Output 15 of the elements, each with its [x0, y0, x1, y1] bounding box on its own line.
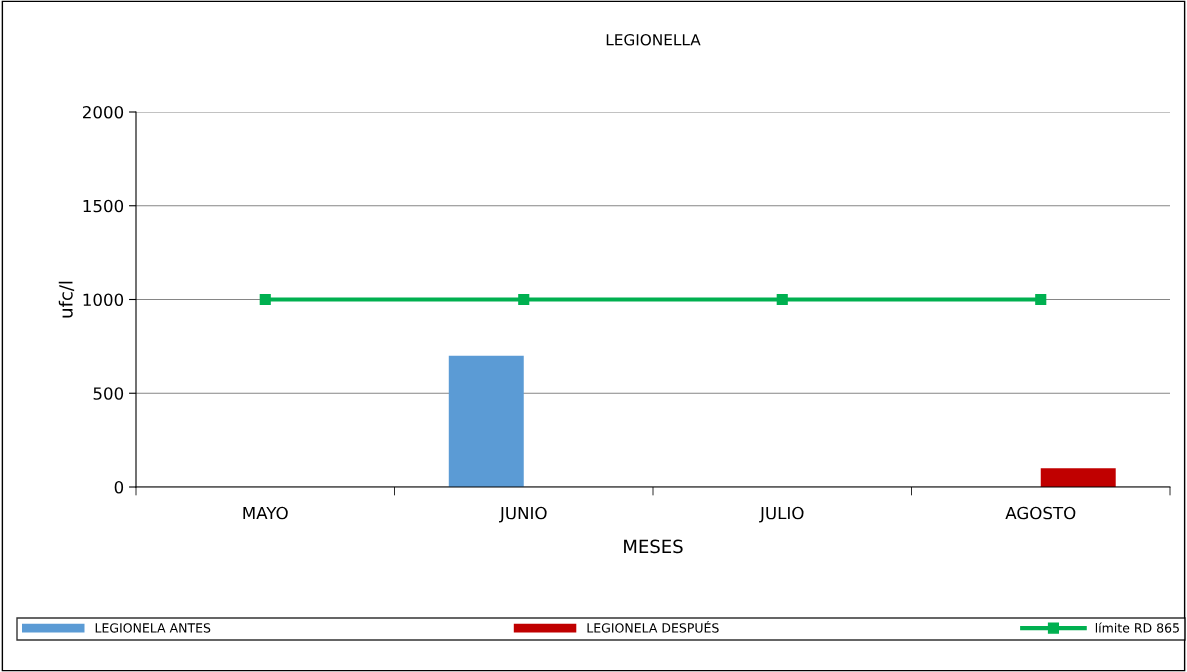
x-axis-title: MESES: [624, 539, 683, 554]
chart-title: LEGIONELLA: [606, 33, 701, 46]
legend-label: LEGIONELA DESPUÉS: [587, 620, 719, 633]
y-axis-title: ufc/l: [58, 281, 75, 318]
x-tick-label: JUNIO: [499, 506, 547, 523]
y-tick-label: 1500: [83, 199, 124, 213]
x-tick-label: MAYO: [243, 506, 288, 520]
legend-label: límite RD 865: [1095, 622, 1179, 633]
y-tick-label: 2000: [83, 105, 124, 119]
legend-label: LEGIONELA ANTES: [95, 623, 211, 633]
x-tick-label: JULIO: [759, 506, 804, 523]
x-tick-label: AGOSTO: [1005, 506, 1076, 520]
y-tick-label: 0: [114, 480, 124, 494]
y-tick-label: 500: [93, 387, 124, 400]
y-tick-label: 1000: [83, 293, 124, 307]
